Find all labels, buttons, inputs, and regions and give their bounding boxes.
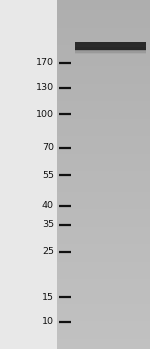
Text: 100: 100	[36, 110, 54, 119]
Bar	[75, 50, 146, 54]
Bar	[75, 47, 146, 51]
Bar	[57, 0, 150, 349]
Text: 55: 55	[42, 171, 54, 180]
Text: 70: 70	[42, 143, 54, 152]
Text: 25: 25	[42, 247, 54, 257]
Text: 15: 15	[42, 293, 54, 302]
Bar	[75, 52, 146, 55]
Bar	[75, 42, 146, 50]
Text: 35: 35	[42, 220, 54, 229]
Text: 130: 130	[36, 83, 54, 92]
Bar	[75, 49, 146, 53]
Text: 170: 170	[36, 58, 54, 67]
Text: 40: 40	[42, 201, 54, 210]
Text: 10: 10	[42, 317, 54, 326]
